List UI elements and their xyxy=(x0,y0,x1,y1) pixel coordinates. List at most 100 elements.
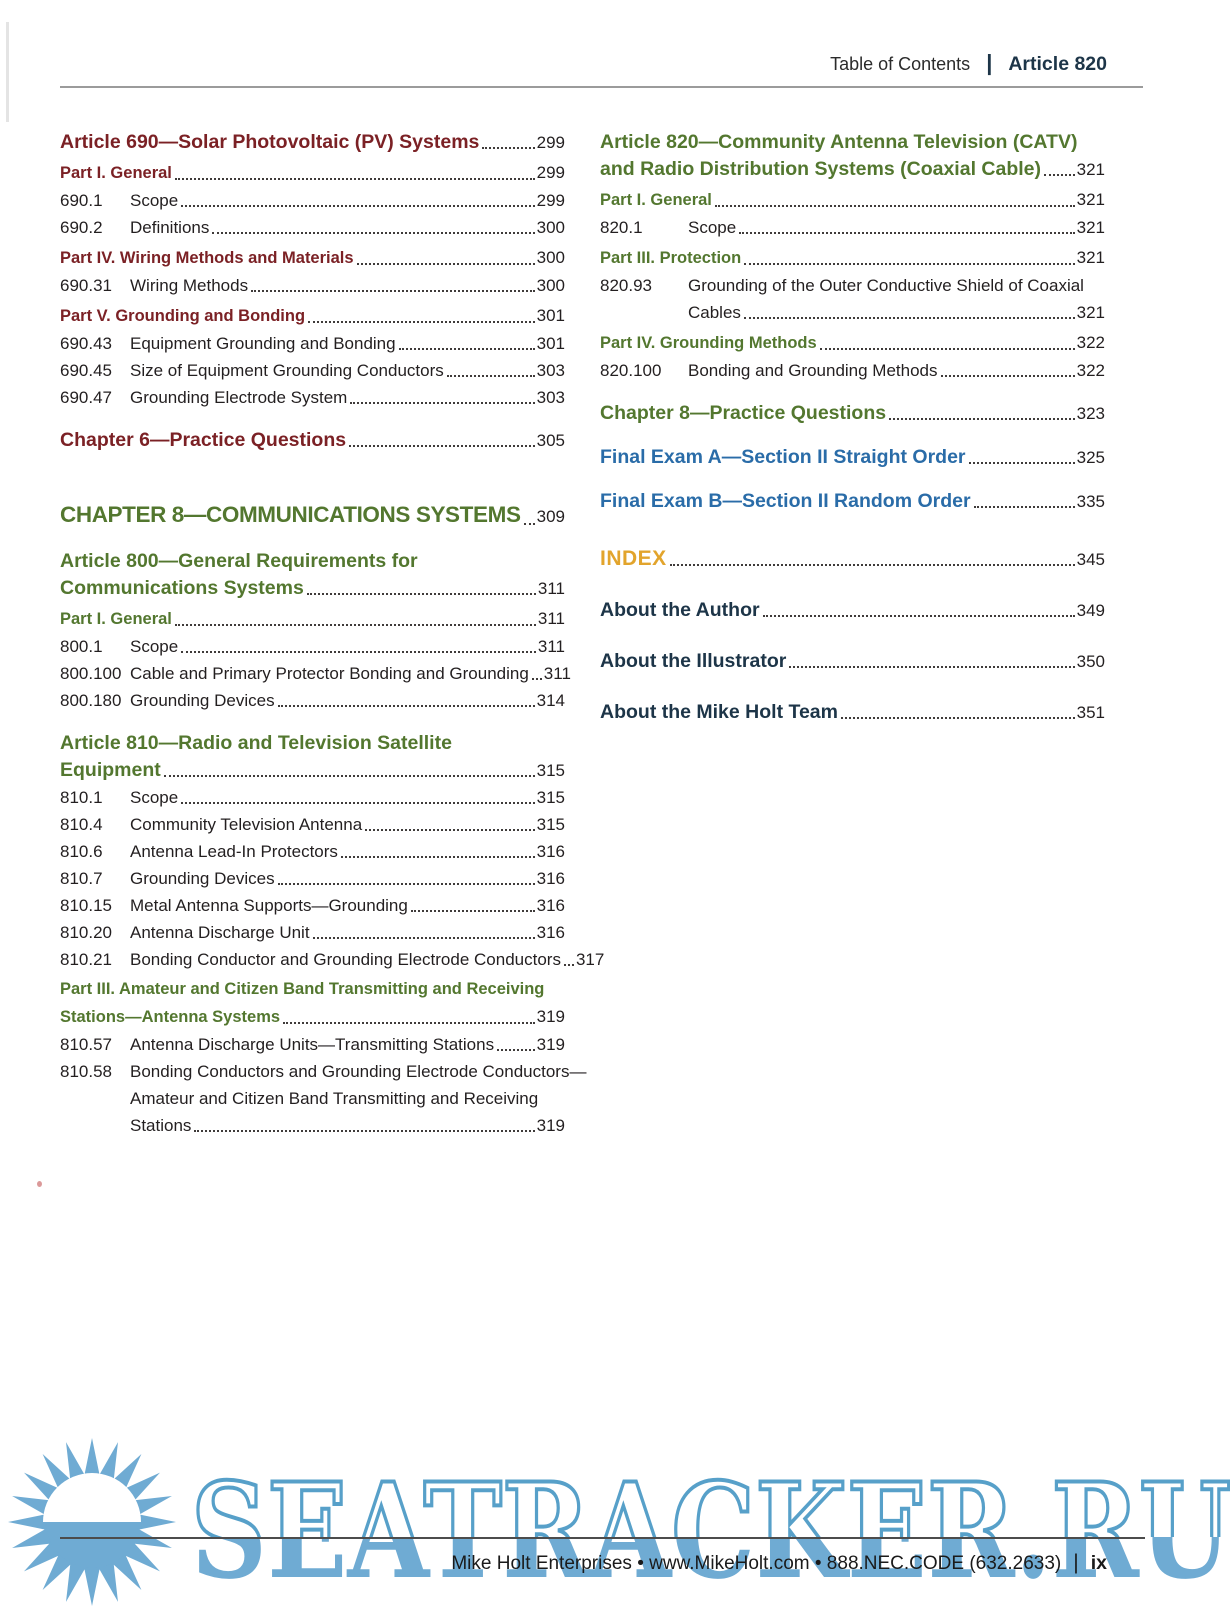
leader-dots xyxy=(940,375,1075,377)
toc-entry-page: 300 xyxy=(536,276,565,295)
toc-entry: 810.4 Community Television Antenna 315 xyxy=(60,811,565,838)
toc-entry-title: Antenna Discharge Unit xyxy=(130,923,310,942)
scan-artifact-streak xyxy=(6,22,9,122)
toc-entry-page: 311 xyxy=(543,664,571,683)
toc-entry-page: 315 xyxy=(536,815,565,834)
toc-entry-title: Grounding Electrode System xyxy=(130,388,348,407)
header-rule xyxy=(60,86,1143,88)
toc-entry-line: Chapter 6—Practice Questions 305 xyxy=(60,427,565,454)
leader-dots xyxy=(497,1049,535,1051)
toc-entry: Part I. General 311 xyxy=(60,605,565,633)
toc-entry-line: 820.1 Scope 321 xyxy=(600,214,1105,241)
toc-entry: 800.180 Grounding Devices 314 xyxy=(60,687,565,714)
toc-entry-number: 810.1 xyxy=(60,788,103,807)
toc-entry-title: Final Exam B—Section II Random Order xyxy=(600,490,971,512)
toc-entry: Part IV. Grounding Methods 322 xyxy=(600,329,1105,357)
toc-entry-page: 335 xyxy=(1076,492,1105,511)
toc-entry-page: 311 xyxy=(537,637,565,656)
toc-entry-line: About the Mike Holt Team 351 xyxy=(600,699,1105,726)
toc-entry-number: 690.1 xyxy=(60,191,103,210)
toc-entry: 810.6 Antenna Lead-In Protectors 316 xyxy=(60,838,565,865)
toc-entry-title: Part V. Grounding and Bonding xyxy=(60,307,306,325)
toc-entry-page: 303 xyxy=(536,361,565,380)
toc-entry: Part III. Protection 321 xyxy=(600,244,1105,272)
header-section-label: Table of Contents xyxy=(830,54,971,74)
toc-entry: 810.57 Antenna Discharge Units—Transmitti… xyxy=(60,1031,565,1058)
toc-entry-page: 316 xyxy=(536,869,565,888)
scan-artifact-dot xyxy=(37,1181,42,1187)
toc-entry: 820.100 Bonding and Grounding Methods 322 xyxy=(600,357,1105,384)
leader-dots xyxy=(819,348,1075,350)
toc-entry-line: About the Author 349 xyxy=(600,597,1105,624)
toc-entry-title: Metal Antenna Supports—Grounding xyxy=(130,896,408,915)
toc-entry-page: 299 xyxy=(536,191,565,210)
toc-entry: Part III. Amateur and Citizen Band Trans… xyxy=(60,976,565,1031)
toc-entry-line: About the Illustrator 350 xyxy=(600,648,1105,675)
toc-entry-title: Part IV. Grounding Methods xyxy=(600,334,817,352)
toc-entry-line: 810.6 Antenna Lead-In Protectors 316 xyxy=(60,838,565,865)
toc-entry-title: Communications Systems xyxy=(60,577,304,599)
toc-entry: 810.15 Metal Antenna Supports—Grounding 31… xyxy=(60,892,565,919)
footer-divider: | xyxy=(1073,1551,1079,1574)
toc-entry-number: 810.4 xyxy=(60,815,103,834)
toc-entry-line: 690.1 Scope 299 xyxy=(60,187,565,214)
leader-dots xyxy=(194,1130,535,1132)
toc-entry: Article 820—Community Antenna Television… xyxy=(600,129,1105,183)
toc-entry-line: and Radio Distribution Systems (Coaxial … xyxy=(600,156,1105,183)
watermark: SEATRACKER.RU SEATRACKER.RU xyxy=(8,1438,1230,1608)
toc-entry-number: 820.100 xyxy=(600,361,662,380)
toc-entry: Article 800—General Requirements for Comm… xyxy=(60,548,565,602)
toc-entry-page: 322 xyxy=(1076,361,1105,380)
toc-entry-title: Wiring Methods xyxy=(130,276,249,295)
toc-entry-line: 810.58 Bonding Conductors and Grounding E… xyxy=(60,1058,586,1085)
toc-entry-line: 810.4 Community Television Antenna 315 xyxy=(60,811,565,838)
toc-entry-page: 321 xyxy=(1076,190,1105,209)
toc-entry-title: Part I. General xyxy=(60,610,172,628)
toc-entry-title: Part IV. Wiring Methods and Materials xyxy=(60,249,354,267)
toc-entry-line: 810.7 Grounding Devices 316 xyxy=(60,865,565,892)
toc-entry-line: Amateur and Citizen Band Transmitting an… xyxy=(60,1085,565,1112)
toc-entry: 810.7 Grounding Devices 316 xyxy=(60,865,565,892)
toc-entry-title: Article 820—Community Antenna Television… xyxy=(600,131,1078,153)
leader-dots xyxy=(251,290,535,292)
toc-entry: Part I. General 299 xyxy=(60,159,565,187)
header-article-label: Article 820 xyxy=(1008,53,1107,75)
toc-entry: 690.45 Size of Equipment Grounding Conduc… xyxy=(60,357,565,384)
toc-entry-page: 319 xyxy=(536,1035,565,1054)
toc-entry: Article 810—Radio and Television Satelli… xyxy=(60,730,565,784)
toc-entry-page: 321 xyxy=(1076,218,1105,237)
toc-entry-page: 316 xyxy=(536,896,565,915)
toc-entry: 800.100 Cable and Primary Protector Bondi… xyxy=(60,660,571,687)
leader-dots xyxy=(356,263,535,265)
leader-dots xyxy=(181,651,536,653)
toc-entry-number: 690.2 xyxy=(60,218,103,237)
toc-entry-title: CHAPTER 8—COMMUNICATIONS SYSTEMS xyxy=(60,502,521,527)
leader-dots xyxy=(743,317,1075,319)
toc-entry-line: Part IV. Wiring Methods and Materials 300 xyxy=(60,244,565,272)
toc-entry-line: Cables 321 xyxy=(600,299,1105,326)
toc-entry-title: Bonding Conductor and Grounding Electrod… xyxy=(130,950,561,969)
leader-dots xyxy=(563,964,574,966)
toc-entry-title: Bonding Conductors and Grounding Electro… xyxy=(130,1062,587,1081)
toc-entry-page: 345 xyxy=(1076,550,1105,569)
toc-entry-line: Part I. General 321 xyxy=(600,186,1105,214)
toc-entry-page: 350 xyxy=(1076,652,1105,671)
toc-entry-line: Part V. Grounding and Bonding 301 xyxy=(60,302,565,330)
toc-entry-line: 820.93 Grounding of the Outer Conductive … xyxy=(600,272,1105,299)
toc-entry: Part I. General 321 xyxy=(600,186,1105,214)
leader-dots xyxy=(523,523,535,525)
toc-entry-number: 810.57 xyxy=(60,1035,112,1054)
toc-entry-line: 800.180 Grounding Devices 314 xyxy=(60,687,565,714)
toc-entry: Part IV. Wiring Methods and Materials 300 xyxy=(60,244,565,272)
toc-entry: Article 690—Solar Photovoltaic (PV) Syst… xyxy=(60,129,565,156)
toc-entry-line: Stations—Antenna Systems 319 xyxy=(60,1003,565,1031)
leader-dots xyxy=(308,321,535,323)
toc-entry-title: Article 690—Solar Photovoltaic (PV) Syst… xyxy=(60,131,480,153)
sun-logo xyxy=(8,1438,176,1606)
toc-entry-line: 690.47 Grounding Electrode System 303 xyxy=(60,384,565,411)
toc-entry: Final Exam A—Section II Straight Order 32… xyxy=(600,444,1105,471)
toc-entry-title: About the Illustrator xyxy=(600,650,787,672)
toc-entry-line: INDEX 345 xyxy=(600,545,1105,573)
toc-entry-title: Grounding Devices xyxy=(130,691,275,710)
toc-entry-page: 325 xyxy=(1076,448,1105,467)
